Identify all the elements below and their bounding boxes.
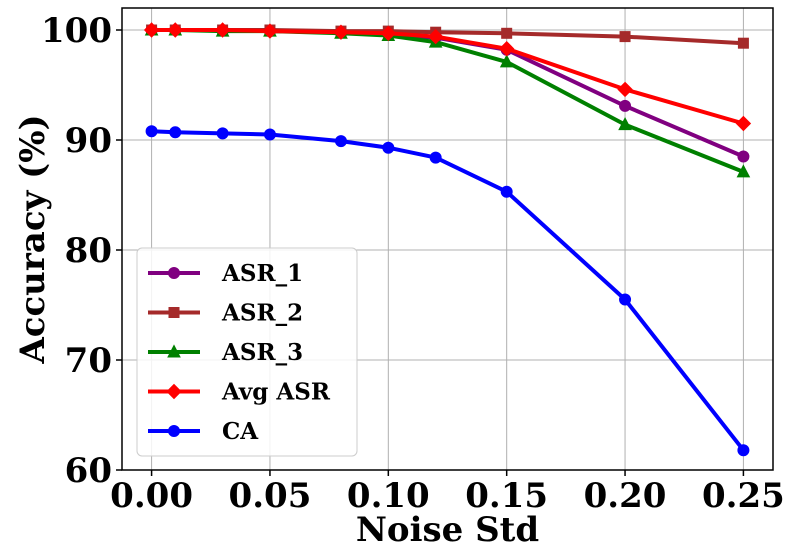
data-point-ca [382,141,395,154]
plot-frame [121,7,774,471]
legend: ASR_1 ASR_2 ASR_3 Avg ASR CA [136,247,358,457]
data-point-asr-3 [736,164,751,178]
data-point-ca [500,185,513,198]
y-tick-label: 100 [41,11,112,51]
x-tick-label: 0.10 [347,476,430,516]
data-point-ca [334,135,347,148]
data-point-ca [169,126,182,139]
x-tick-label: 0.15 [465,476,548,516]
data-point-asr-1 [619,99,632,112]
y-tick-label: 90 [65,121,112,161]
data-point-avg-asr [143,22,160,38]
y-axis-title: Accuracy (%) [13,114,53,364]
data-point-ca [216,127,229,140]
series-line-ca [151,129,745,452]
legend-marker [168,267,180,279]
legend-label: ASR_2 [221,300,303,327]
data-point-ca [619,293,632,306]
legend-marker [167,344,181,358]
data-point-asr-2 [501,27,513,39]
series-ca [145,125,750,457]
legend-label: Avg ASR [221,379,331,406]
data-point-avg-asr [167,22,183,38]
data-point-avg-asr [617,81,633,98]
legend-item-asr-3: ASR_3 [148,339,303,366]
legend-marker [168,307,180,318]
data-point-avg-asr [214,22,231,38]
x-tick-label: 0.05 [229,476,312,516]
x-tick-label: 0.20 [584,476,667,516]
data-point-avg-asr [262,23,278,39]
data-point-asr-3 [499,54,514,68]
legend-item-ca: CA [148,418,259,445]
legend-item-asr-1: ASR_1 [148,260,303,287]
data-point-ca [429,151,442,164]
x-axis-title: Noise Std [356,510,539,550]
x-tick-label: 0.00 [110,476,193,516]
data-point-ca [263,128,276,141]
series-line-avg-asr [151,28,744,126]
y-tick-label: 70 [65,341,112,381]
data-point-asr-3 [618,117,632,131]
data-point-avg-asr [380,25,397,42]
legend-label: CA [222,418,259,445]
series-avg-asr [143,22,752,132]
y-tick-label: 60 [65,451,112,491]
data-point-ca [145,125,158,138]
data-point-avg-asr [427,28,444,45]
data-point-asr-1 [737,150,750,163]
series-line-asr-3 [151,28,745,174]
legend-box [136,247,358,457]
series-lines [143,22,752,457]
legend-item-asr-2: ASR_2 [148,300,303,327]
data-point-ca [737,444,750,457]
data-point-avg-asr [735,115,752,132]
data-point-avg-asr [498,40,515,57]
legend-marker [166,383,182,400]
y-tick-label: 80 [65,231,112,271]
legend-marker [168,425,180,437]
legend-label: ASR_1 [221,260,303,287]
x-tick-label: 0.25 [702,476,785,516]
axis-ticks: 0.00 0.05 0.10 0.15 0.20 0.25 60 70 80 90 100 [41,11,785,516]
data-point-avg-asr [333,24,349,40]
legend-item-avg-asr: Avg ASR [148,379,331,406]
legend-label: ASR_3 [221,339,303,366]
data-point-asr-2 [619,31,631,43]
data-point-asr-2 [737,37,749,49]
